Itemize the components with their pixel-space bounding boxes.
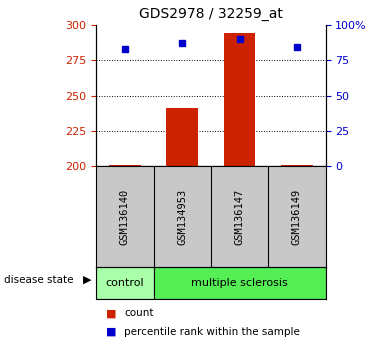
Text: multiple sclerosis: multiple sclerosis [191, 278, 288, 288]
Text: ■: ■ [106, 308, 116, 318]
Text: ▶: ▶ [83, 275, 91, 285]
Text: GSM134953: GSM134953 [177, 189, 187, 245]
Bar [281, 165, 313, 166]
Bar [224, 33, 255, 166]
Bar [109, 165, 141, 166]
Text: GSM136149: GSM136149 [292, 189, 302, 245]
Text: ■: ■ [106, 327, 116, 337]
Text: disease state: disease state [4, 275, 73, 285]
Bar [166, 108, 198, 166]
Text: control: control [105, 278, 144, 288]
Text: percentile rank within the sample: percentile rank within the sample [124, 327, 300, 337]
Text: count: count [124, 308, 154, 318]
Bar [96, 267, 154, 299]
Bar [154, 267, 326, 299]
Title: GDS2978 / 32259_at: GDS2978 / 32259_at [139, 7, 283, 21]
Text: GSM136147: GSM136147 [235, 189, 245, 245]
Text: GSM136140: GSM136140 [120, 189, 130, 245]
